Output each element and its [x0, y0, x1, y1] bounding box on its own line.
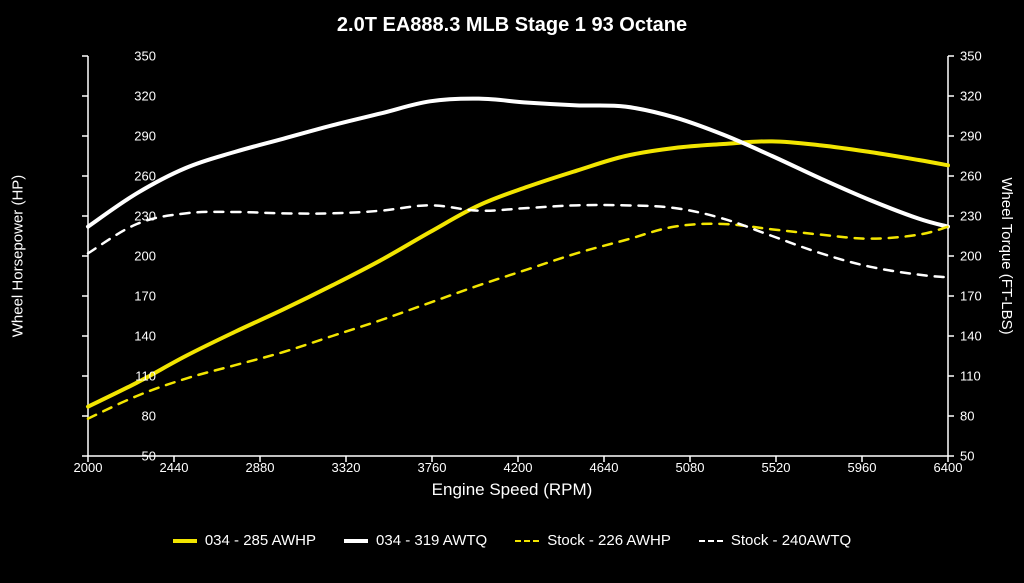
y-left-tick: 140: [134, 329, 156, 344]
legend-label: Stock - 240AWTQ: [731, 532, 851, 549]
y-left-tick: 170: [134, 289, 156, 304]
y-right-tick: 80: [960, 409, 974, 424]
series-034_hp: [88, 141, 948, 406]
y-left-tick: 110: [135, 369, 156, 384]
x-axis-label: Engine Speed (RPM): [0, 480, 1024, 500]
y-left-tick: 260: [134, 169, 156, 184]
legend-label: 034 - 285 AWHP: [205, 532, 316, 549]
y-axis-right-label: Wheel Torque (FT-LBS): [998, 177, 1015, 334]
y-right-tick: 260: [960, 169, 982, 184]
x-tick: 2440: [160, 460, 189, 475]
legend-swatch: [515, 540, 539, 542]
legend-item-stock_hp: Stock - 226 AWHP: [515, 532, 671, 549]
y-left-tick: 80: [142, 409, 156, 424]
y-right-tick: 320: [960, 89, 982, 104]
x-tick: 4200: [504, 460, 533, 475]
legend-swatch: [173, 539, 197, 543]
legend-item-034_tq: 034 - 319 AWTQ: [344, 532, 487, 549]
chart-svg: [88, 56, 948, 456]
y-right-tick: 110: [960, 369, 981, 384]
legend: 034 - 285 AWHP 034 - 319 AWTQ Stock - 226 …: [0, 532, 1024, 549]
x-tick: 2000: [74, 460, 103, 475]
legend-swatch: [344, 539, 368, 543]
x-tick: 5080: [676, 460, 705, 475]
legend-swatch: [699, 540, 723, 542]
chart-title: 2.0T EA888.3 MLB Stage 1 93 Octane: [0, 14, 1024, 37]
x-tick: 3760: [418, 460, 447, 475]
y-left-tick: 50: [142, 449, 156, 464]
y-left-tick: 350: [134, 49, 156, 64]
x-tick: 5960: [848, 460, 877, 475]
legend-item-034_hp: 034 - 285 AWHP: [173, 532, 316, 549]
series-034_tq: [88, 99, 948, 227]
plot-area: [88, 56, 948, 456]
x-tick: 3320: [332, 460, 361, 475]
y-right-tick: 170: [960, 289, 982, 304]
y-right-tick: 230: [960, 209, 982, 224]
y-right-tick: 200: [960, 249, 982, 264]
x-tick: 4640: [590, 460, 619, 475]
y-left-tick: 200: [134, 249, 156, 264]
x-tick: 2880: [246, 460, 275, 475]
legend-item-stock_tq: Stock - 240AWTQ: [699, 532, 851, 549]
y-right-tick: 140: [960, 329, 982, 344]
y-right-tick: 350: [960, 49, 982, 64]
series-stock_tq: [88, 205, 948, 277]
x-tick: 6400: [934, 460, 963, 475]
y-left-tick: 230: [134, 209, 156, 224]
legend-label: 034 - 319 AWTQ: [376, 532, 487, 549]
legend-label: Stock - 226 AWHP: [547, 532, 671, 549]
x-tick: 5520: [762, 460, 791, 475]
y-right-tick: 290: [960, 129, 982, 144]
y-left-tick: 290: [134, 129, 156, 144]
y-axis-left-label: Wheel Horsepower (HP): [10, 175, 27, 338]
y-left-tick: 320: [134, 89, 156, 104]
